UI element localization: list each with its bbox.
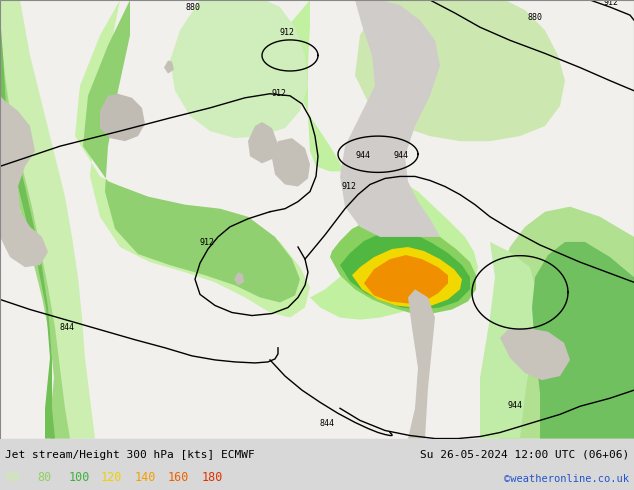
Text: Su 26-05-2024 12:00 UTC (06+06): Su 26-05-2024 12:00 UTC (06+06) [420,450,629,460]
Polygon shape [164,60,174,74]
Text: 944: 944 [393,151,408,160]
Text: 912: 912 [342,181,357,191]
Polygon shape [364,255,448,303]
Text: 60: 60 [5,471,19,484]
Text: 912: 912 [604,0,619,7]
Polygon shape [83,0,300,302]
Text: 100: 100 [68,471,90,484]
Text: 944: 944 [508,401,523,410]
Polygon shape [234,272,244,285]
Polygon shape [340,231,470,310]
Polygon shape [355,0,565,141]
Polygon shape [170,0,308,138]
Polygon shape [0,0,55,439]
Text: 912: 912 [200,238,215,247]
Polygon shape [340,0,440,237]
Text: 880: 880 [185,3,200,12]
Polygon shape [408,289,435,439]
Polygon shape [330,217,476,314]
Polygon shape [0,96,48,267]
Polygon shape [480,242,538,439]
Polygon shape [532,242,634,439]
Polygon shape [500,328,570,380]
Polygon shape [0,0,70,439]
Polygon shape [352,247,462,308]
Text: 120: 120 [100,471,122,484]
Polygon shape [100,94,145,141]
Text: 844: 844 [320,419,335,428]
Polygon shape [498,207,634,439]
Text: 912: 912 [272,89,287,98]
Polygon shape [75,0,310,318]
Polygon shape [272,138,310,187]
Text: 180: 180 [202,471,223,484]
Text: 880: 880 [528,13,543,22]
Text: Jet stream/Height 300 hPa [kts] ECMWF: Jet stream/Height 300 hPa [kts] ECMWF [5,450,255,460]
Text: 844: 844 [60,323,75,332]
Text: 140: 140 [134,471,156,484]
Polygon shape [280,0,478,319]
Text: 80: 80 [37,471,51,484]
Text: ©weatheronline.co.uk: ©weatheronline.co.uk [504,474,629,484]
Text: 944: 944 [356,151,371,160]
Polygon shape [0,0,95,439]
Polygon shape [248,122,278,163]
Text: 912: 912 [280,28,295,37]
Text: 160: 160 [168,471,190,484]
